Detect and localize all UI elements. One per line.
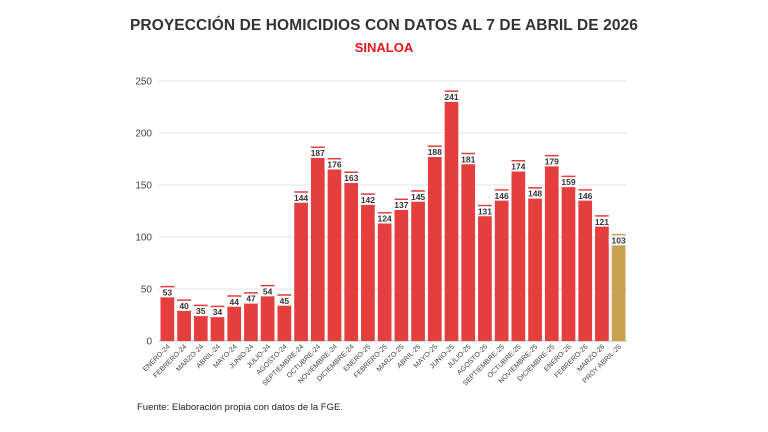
data-label: 40 xyxy=(179,301,189,311)
data-label: 144 xyxy=(294,193,308,203)
data-label-box xyxy=(260,286,275,297)
data-label-box xyxy=(307,148,328,159)
data-label-box xyxy=(458,154,479,165)
data-label-box xyxy=(324,159,345,170)
data-label-box xyxy=(408,191,428,202)
bar xyxy=(578,189,593,341)
data-label: 124 xyxy=(378,214,392,224)
source-note: Fuente: Elaboración propia con datos de … xyxy=(137,402,343,413)
data-label-box xyxy=(391,200,412,211)
data-label-box xyxy=(291,192,311,203)
data-label: 121 xyxy=(595,217,609,227)
data-label: 142 xyxy=(361,195,375,205)
data-label: 35 xyxy=(196,306,206,316)
data-label-box xyxy=(575,190,596,201)
bar xyxy=(444,90,459,341)
data-label: 159 xyxy=(561,177,575,187)
bar xyxy=(511,160,526,341)
data-label-box xyxy=(475,206,495,217)
data-label: 47 xyxy=(246,294,256,304)
bar xyxy=(394,198,409,341)
bar xyxy=(361,193,375,341)
data-label: 146 xyxy=(578,191,592,201)
data-label-box xyxy=(341,172,362,183)
data-label: 145 xyxy=(411,192,425,202)
data-label-box xyxy=(193,306,208,317)
data-label: 241 xyxy=(444,92,458,102)
bar xyxy=(294,191,308,341)
data-label: 44 xyxy=(229,297,239,307)
data-label: 45 xyxy=(280,296,290,306)
data-label: 103 xyxy=(612,235,626,245)
data-label-box xyxy=(210,307,225,318)
bar xyxy=(427,145,442,341)
data-label-box xyxy=(541,156,562,167)
data-label: 137 xyxy=(394,200,408,210)
y-tick-label: 250 xyxy=(135,77,152,88)
data-label-box xyxy=(491,190,512,201)
data-label-box xyxy=(525,188,545,199)
data-label-box xyxy=(160,287,175,298)
bar xyxy=(544,154,559,341)
bar xyxy=(528,187,542,341)
bar xyxy=(377,212,392,341)
data-label-box xyxy=(558,177,579,188)
data-label-box xyxy=(608,235,629,246)
bar xyxy=(344,171,359,341)
data-label-box xyxy=(508,161,529,172)
data-label-box xyxy=(227,296,242,307)
bar-chart: 05010015020025053ENERO-2440FEBRERO-2435M… xyxy=(135,77,629,387)
y-tick-label: 100 xyxy=(135,233,152,244)
data-label: 187 xyxy=(311,148,325,158)
y-tick-label: 0 xyxy=(146,337,152,348)
y-tick-label: 150 xyxy=(135,181,152,192)
bar xyxy=(478,204,492,341)
bar xyxy=(244,292,258,341)
data-label-box xyxy=(441,91,462,102)
data-label: 148 xyxy=(528,189,542,199)
bar xyxy=(595,215,609,341)
bar xyxy=(461,152,476,341)
data-label-box xyxy=(374,213,395,224)
y-tick-label: 200 xyxy=(135,129,152,140)
data-label: 146 xyxy=(495,191,509,201)
data-label: 176 xyxy=(327,160,341,170)
data-label: 179 xyxy=(545,156,559,166)
bar xyxy=(277,294,292,341)
data-label: 163 xyxy=(344,173,358,183)
data-label: 53 xyxy=(163,287,173,297)
chart-title: PROYECCIÓN DE HOMICIDIOS CON DATOS AL 7 … xyxy=(129,17,638,34)
data-label-box xyxy=(277,295,292,306)
bar xyxy=(611,233,626,341)
data-label: 188 xyxy=(428,147,442,157)
bar xyxy=(160,285,175,341)
data-label-box xyxy=(243,293,259,304)
data-label: 34 xyxy=(213,307,223,317)
bar xyxy=(310,146,325,341)
data-label: 181 xyxy=(461,154,475,164)
data-label: 131 xyxy=(478,206,492,216)
y-tick-label: 50 xyxy=(141,285,153,296)
data-label: 174 xyxy=(511,162,525,172)
data-label: 54 xyxy=(263,286,273,296)
bar xyxy=(260,284,275,341)
bar xyxy=(494,189,509,341)
data-label-box xyxy=(358,194,378,205)
data-label-box xyxy=(176,300,192,311)
data-label-box xyxy=(592,216,612,227)
bar xyxy=(327,157,342,341)
data-label-box xyxy=(424,146,445,157)
bar xyxy=(561,175,576,341)
chart-subtitle: SINALOA xyxy=(354,40,414,55)
bar xyxy=(411,190,425,341)
